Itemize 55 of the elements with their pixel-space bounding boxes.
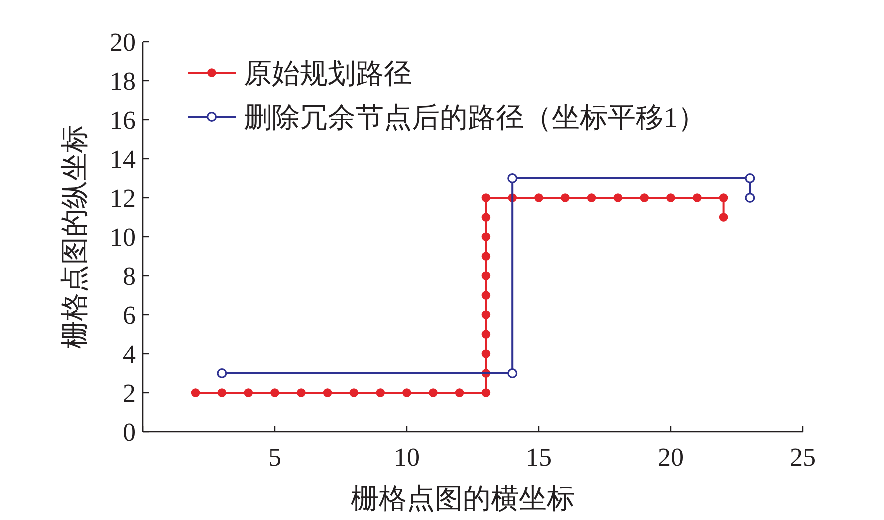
point — [402, 388, 412, 398]
point — [482, 194, 491, 202]
y-tick-label: 16 — [110, 106, 136, 135]
point — [482, 350, 491, 358]
y-tick-label: 12 — [110, 184, 136, 213]
x-tick-label: 5 — [268, 443, 282, 472]
point — [719, 194, 728, 202]
legend-label: 删除冗余节点后的路径（坐标平移1） — [244, 103, 706, 134]
point — [693, 194, 702, 202]
point — [508, 174, 518, 184]
point — [614, 194, 623, 202]
point — [350, 388, 359, 398]
point — [666, 194, 676, 202]
point — [587, 194, 596, 202]
point — [218, 388, 227, 398]
point — [191, 388, 200, 398]
point — [217, 368, 228, 378]
y-axis-title: 栅格点图的纵坐标 — [60, 125, 91, 349]
point — [561, 194, 570, 202]
point — [297, 388, 306, 398]
y-tick-label: 20 — [110, 28, 136, 57]
x-tick-label: 15 — [526, 443, 552, 472]
point — [719, 213, 728, 222]
point — [482, 252, 491, 261]
legend-label: 原始规划路径 — [244, 59, 412, 90]
point — [429, 388, 438, 398]
point — [482, 330, 491, 339]
y-tick-label: 18 — [110, 67, 136, 96]
y-tick-label: 10 — [110, 223, 136, 252]
point — [270, 388, 280, 398]
point — [244, 388, 253, 398]
point — [482, 310, 491, 320]
point — [482, 291, 491, 300]
y-tick-label: 2 — [123, 379, 136, 408]
y-tick-label: 4 — [123, 340, 136, 369]
x-axis-title: 栅格点图的横坐标 — [351, 484, 575, 515]
point — [745, 193, 756, 203]
y-tick-label: 0 — [123, 418, 136, 447]
point — [482, 388, 491, 398]
x-tick-label: 20 — [658, 443, 684, 472]
point — [376, 388, 385, 398]
point — [455, 388, 464, 398]
y-tick-label: 14 — [110, 145, 136, 174]
x-tick-label: 25 — [790, 443, 816, 472]
point — [508, 368, 518, 378]
y-tick-label: 6 — [123, 301, 136, 330]
point — [482, 232, 491, 242]
point — [482, 272, 491, 280]
x-tick-label: 10 — [394, 443, 420, 472]
point — [640, 194, 649, 202]
point — [534, 194, 544, 202]
point — [745, 174, 756, 184]
y-tick-label: 8 — [123, 262, 136, 291]
point — [323, 388, 332, 398]
point — [482, 213, 491, 222]
